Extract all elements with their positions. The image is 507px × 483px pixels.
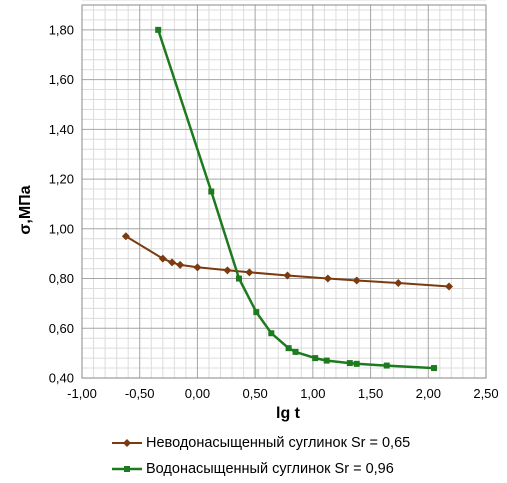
x-tick-label: -1,00 — [67, 386, 97, 401]
x-tick-label: -0,50 — [125, 386, 155, 401]
data-point — [312, 355, 319, 362]
data-point — [445, 282, 454, 291]
x-tick-label: 1,50 — [358, 386, 383, 401]
data-point — [323, 357, 330, 364]
y-tick-label: 0,80 — [49, 271, 74, 286]
data-point — [253, 309, 260, 316]
plot-frame — [81, 4, 487, 379]
data-point — [283, 271, 292, 280]
data-point — [193, 263, 202, 272]
series-1 — [121, 232, 454, 291]
data-point — [323, 274, 332, 283]
series-2 — [155, 26, 438, 372]
data-point — [168, 258, 177, 267]
y-tick-label: 1,40 — [49, 122, 74, 137]
x-tick-labels: -1,00 -0,50 0,00 0,50 1,00 1,50 2,00 2,50 — [67, 386, 498, 401]
legend-item-series-1: Неводонасыщенный суглинок Sr = 0,65 — [112, 430, 410, 456]
x-tick-label: 2,00 — [416, 386, 441, 401]
data-point — [176, 260, 185, 269]
legend-label-series-2: Водонасыщенный суглинок Sr = 0,96 — [146, 461, 394, 477]
legend-marker-series-2 — [112, 466, 142, 472]
data-point — [394, 279, 403, 288]
legend-marker-series-1 — [112, 439, 142, 447]
grid-minor — [82, 0, 486, 378]
y-tick-label: 1,00 — [49, 221, 74, 236]
data-point — [235, 275, 242, 282]
data-point — [208, 188, 215, 195]
y-tick-labels: 0,40 0,60 0,80 1,00 1,20 1,40 1,60 1,80 — [49, 22, 74, 385]
data-point — [352, 276, 361, 285]
data-point — [431, 365, 438, 372]
y-axis-title: σ,МПа — [17, 185, 34, 234]
legend-label-series-1: Неводонасыщенный суглинок Sr = 0,65 — [146, 435, 411, 451]
x-tick-label: 2,50 — [473, 386, 498, 401]
x-tick-label: 0,50 — [242, 386, 267, 401]
y-tick-label: 0,60 — [49, 321, 74, 336]
y-tick-label: 1,60 — [49, 72, 74, 87]
data-point — [245, 268, 254, 277]
y-tick-label: 1,20 — [49, 172, 74, 187]
data-point — [223, 266, 232, 275]
legend-item-series-2: Водонасыщенный суглинок Sr = 0,96 — [112, 456, 410, 482]
y-tick-label: 1,80 — [49, 22, 74, 37]
data-point — [346, 360, 353, 367]
data-point — [158, 254, 167, 263]
data-point — [383, 362, 390, 369]
series-layer — [121, 26, 454, 372]
data-point — [121, 232, 130, 241]
y-tick-label: 0,40 — [49, 371, 74, 386]
x-tick-label: 0,00 — [185, 386, 210, 401]
x-tick-label: 1,00 — [300, 386, 325, 401]
data-point — [285, 345, 292, 352]
legend: Неводонасыщенный суглинок Sr = 0,65 Водо… — [112, 430, 410, 482]
data-point — [292, 348, 299, 355]
grid-major — [81, 5, 487, 379]
data-point — [268, 330, 275, 337]
data-point — [353, 360, 360, 367]
x-axis-title: lg t — [276, 405, 301, 422]
data-point — [155, 26, 162, 33]
